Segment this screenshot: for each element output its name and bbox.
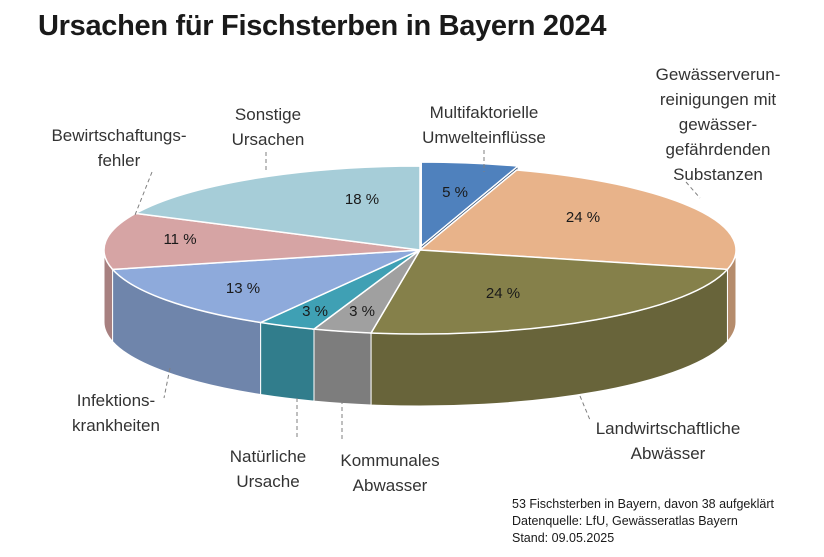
value-label-natuerliche-ursache: 3 % — [302, 303, 328, 320]
slice-multifaktorielle-umwelteinfluesse — [420, 161, 520, 248]
category-label-kommunales-abwasser: Kommunales Abwasser — [340, 451, 439, 495]
footnote-date: Stand: 09.05.2025 — [512, 531, 615, 545]
category-label-bewirtschaftungsfehler: Bewirtschaftungs-fehler — [51, 126, 186, 170]
category-label-natuerliche-ursache: Natürliche Ursache — [230, 447, 307, 491]
category-labels-layer: Multifaktorielle Umwelteinflüsse Gewässerv… — [51, 65, 780, 495]
category-label-gewaesserverunreinigungen: Gewässerverun-reinigungen mit gewässer-ge… — [656, 65, 781, 184]
category-label-landwirtschaftliche-abwaesser: Landwirtschaftliche Abwässer — [596, 419, 741, 463]
pie-tops-layer — [103, 161, 737, 335]
slice-side-kommunales-abwasser — [313, 328, 372, 406]
value-label-kommunales-abwasser: 3 % — [349, 303, 375, 320]
leader-bewirtschaftungsfehler — [134, 171, 153, 216]
slice-infektionskrankheiten — [110, 249, 421, 324]
category-label-sonstige-ursachen: Sonstige Ursachen — [232, 105, 305, 149]
leader-lines-layer — [134, 150, 701, 440]
slice-side-natuerliche-ursache — [260, 321, 315, 402]
category-label-infektionskrankheiten: Infektions-krankheiten — [72, 391, 160, 435]
slice-landwirtschaftliche-abwaesser — [369, 249, 730, 335]
footnote-case-count: 53 Fischsterben in Bayern, davon 38 aufg… — [512, 497, 774, 511]
value-label-gewaesserverunreinigungen: 24 % — [566, 209, 600, 226]
leader-gewaesserverunreinigungen — [685, 181, 701, 199]
slice-sonstige-ursachen — [133, 165, 421, 251]
slice-bewirtschaftungsfehler — [103, 212, 421, 271]
chart-title: Ursachen für Fischsterben in Bayern 2024 — [38, 10, 607, 42]
value-label-landwirtschaftliche-abwaesser: 24 % — [486, 285, 520, 302]
value-labels-layer: 5 % 24 % 24 % 3 % 3 % 13 % 11 % 18 % — [163, 184, 600, 320]
footnote-source: Datenquelle: LfU, Gewässeratlas Bayern — [512, 514, 738, 528]
value-label-infektionskrankheiten: 13 % — [226, 280, 260, 297]
value-label-bewirtschaftungsfehler: 11 % — [163, 231, 196, 248]
category-label-multifaktorielle-umwelteinfluesse: Multifaktorielle Umwelteinflüsse — [422, 103, 546, 147]
value-label-sonstige-ursachen: 18 % — [345, 191, 379, 208]
value-label-multifaktorielle-umwelteinfluesse: 5 % — [442, 184, 468, 201]
slice-gewaesserverunreinigungen — [418, 169, 737, 271]
leader-infektionskrankheiten — [163, 367, 171, 399]
leader-landwirtschaftliche-abwaesser — [579, 395, 591, 421]
